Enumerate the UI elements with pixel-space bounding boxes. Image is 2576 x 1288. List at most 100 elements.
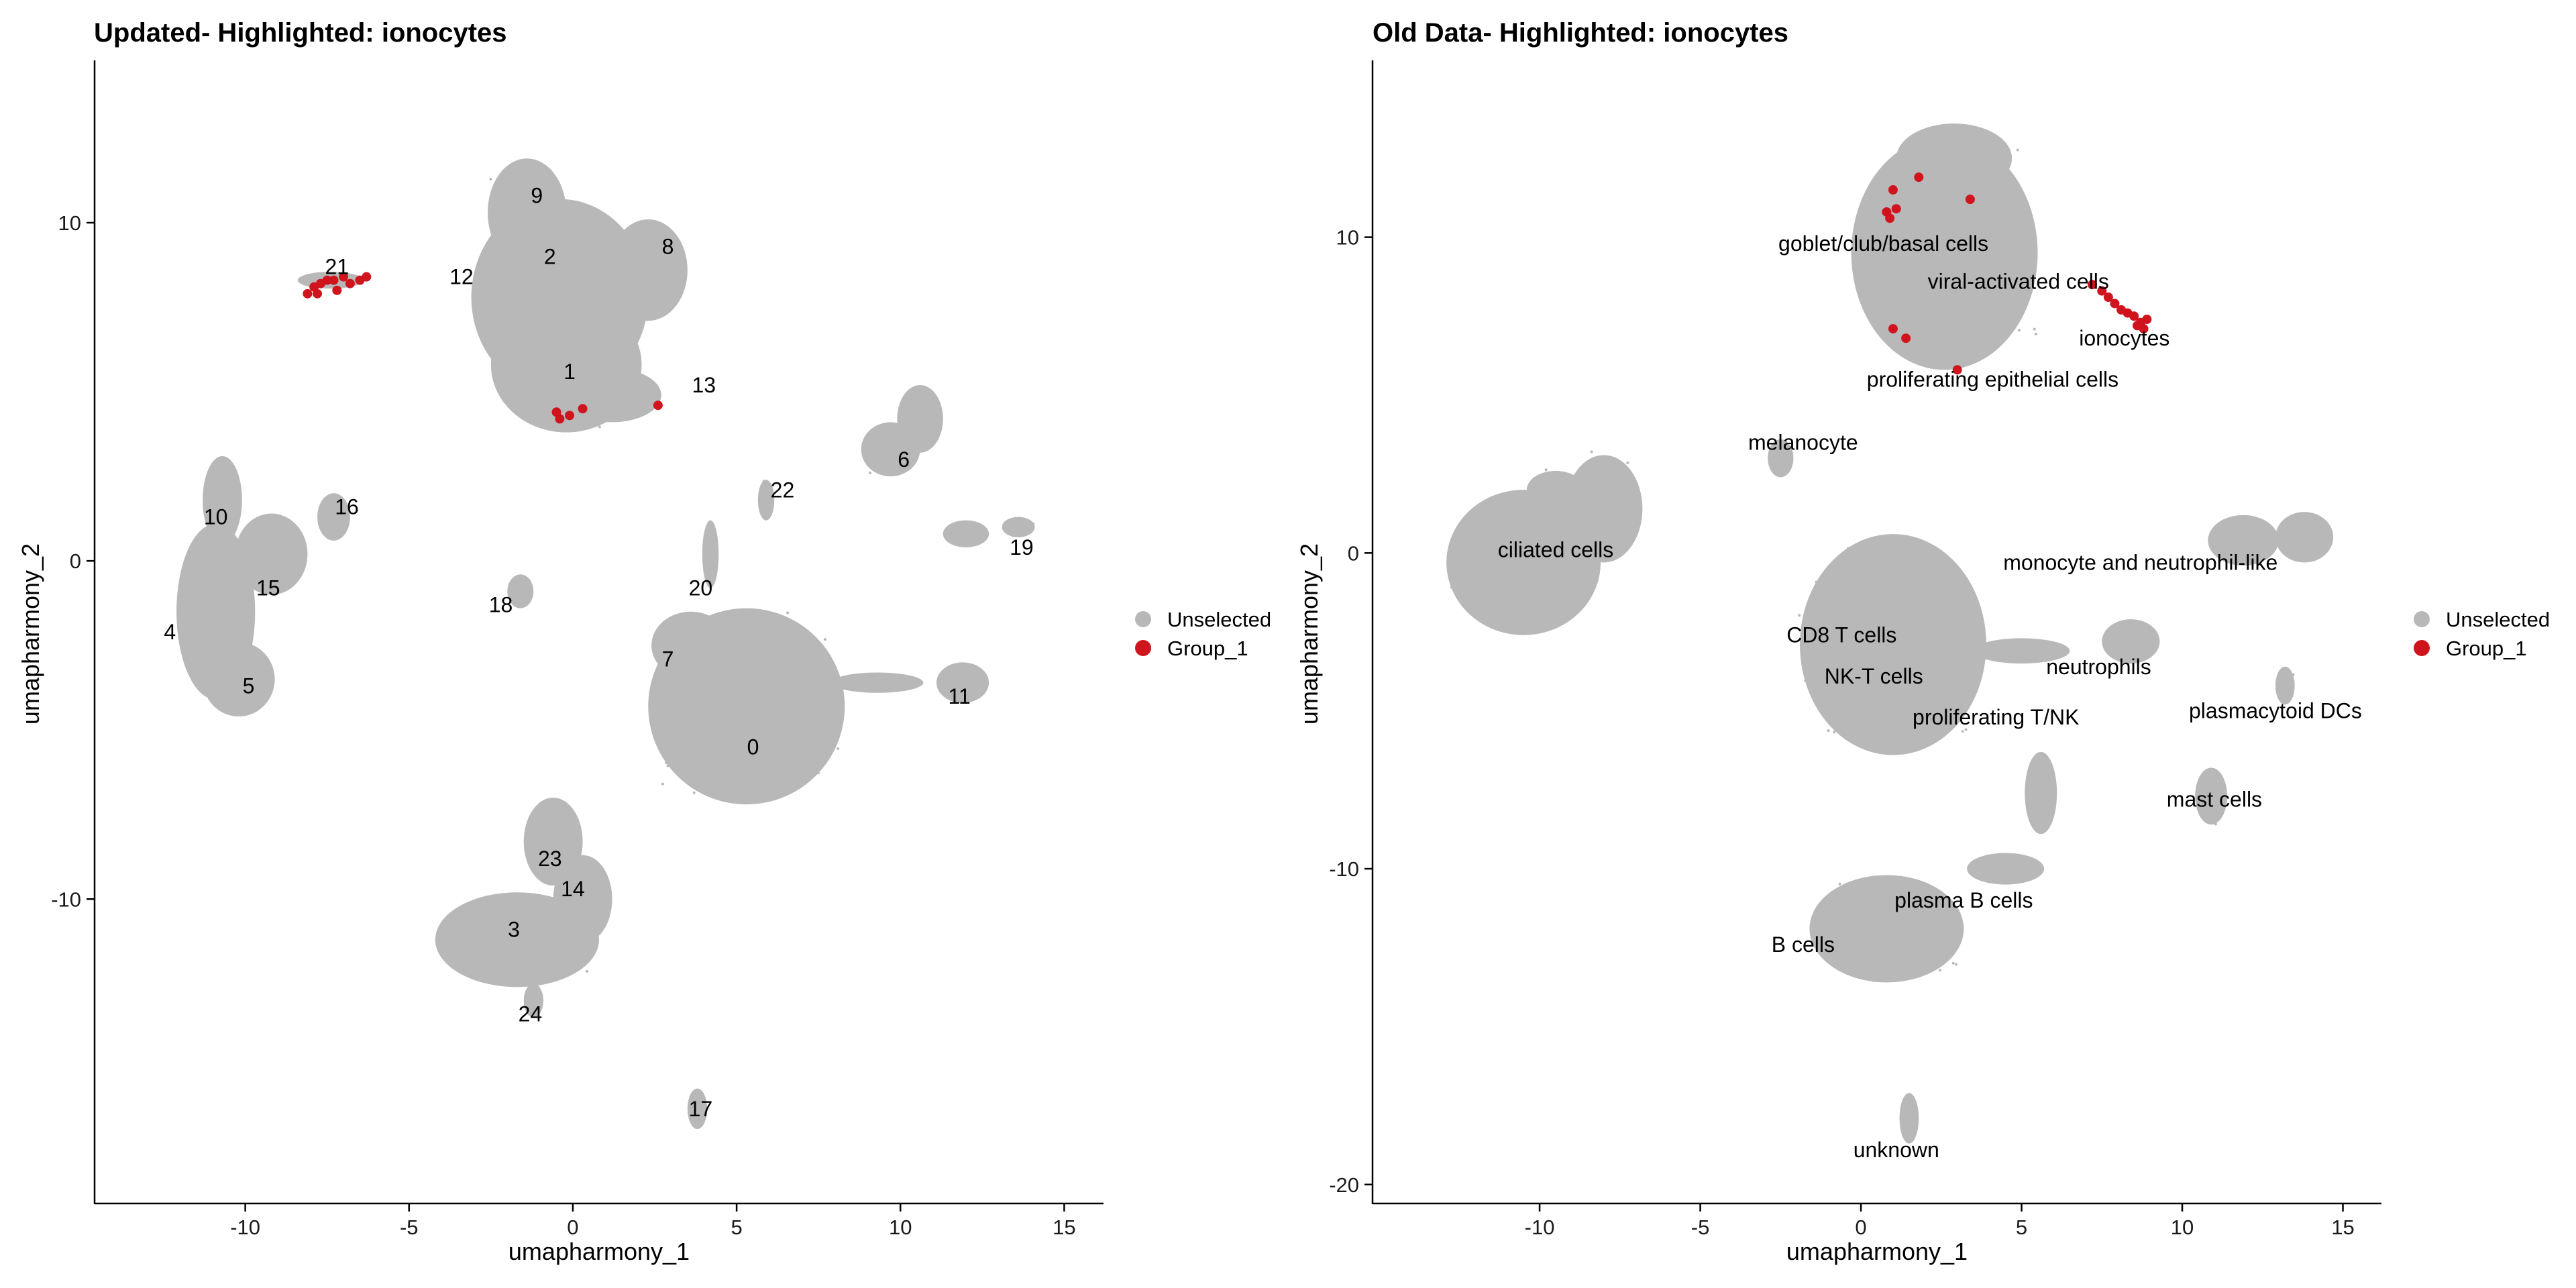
cell-point <box>1911 147 1915 150</box>
cell-point <box>544 333 547 337</box>
cell-point <box>185 625 189 629</box>
cell-point <box>2006 258 2009 262</box>
cell-point <box>480 973 483 977</box>
cell-point <box>272 553 275 557</box>
cell-point <box>729 718 733 721</box>
cell-point <box>1882 595 1886 598</box>
cell-point <box>545 346 548 350</box>
cell-point <box>2004 867 2007 871</box>
cell-point <box>502 199 505 203</box>
cell-point <box>193 602 197 605</box>
cell-point <box>717 712 720 715</box>
cell-point <box>1951 284 1955 288</box>
cell-point <box>1899 592 1902 595</box>
cell-point <box>765 651 769 654</box>
cell-point <box>1949 604 1953 607</box>
cell-point <box>545 264 549 267</box>
cell-point <box>2034 794 2037 797</box>
cell-point <box>1885 252 1888 255</box>
cell-point <box>1956 603 1960 606</box>
cell-point <box>739 693 743 696</box>
cell-point <box>1911 947 1914 951</box>
cell-point <box>751 666 755 669</box>
cell-point <box>1962 254 1965 258</box>
cell-point <box>1935 171 1939 174</box>
cell-point <box>732 697 735 700</box>
cell-point <box>808 666 811 669</box>
cell-point <box>1931 920 1934 923</box>
cell-point <box>525 915 528 918</box>
cell-point <box>522 955 525 958</box>
cell-point <box>608 312 611 315</box>
cell-point <box>1868 628 1872 631</box>
cell-point <box>1858 650 1862 653</box>
cell-point <box>539 278 542 282</box>
cell-point <box>1955 284 1959 288</box>
cell-point <box>223 485 227 488</box>
cell-point <box>1621 507 1624 511</box>
cell-point <box>2016 148 2019 152</box>
cell-point <box>541 194 544 197</box>
highlighted-cell <box>578 404 588 414</box>
cell-cloud <box>487 158 567 267</box>
cell-point <box>1594 480 1597 483</box>
cell-point <box>1548 565 1552 568</box>
cell-point <box>2238 533 2241 537</box>
cell-point <box>1885 608 1888 611</box>
cell-point <box>1994 227 1997 230</box>
cell-point <box>658 258 661 261</box>
cell-point <box>1915 234 1919 237</box>
cell-point <box>774 692 777 695</box>
cell-point <box>1515 578 1518 582</box>
cell-point <box>1511 571 1514 574</box>
cell-point <box>2279 679 2282 682</box>
cell-point <box>1603 521 1606 524</box>
cluster-label: NK-T cells <box>1825 664 1923 688</box>
cell-point <box>1483 539 1487 543</box>
cell-point <box>501 290 504 294</box>
cell-point <box>1859 959 1862 962</box>
cell-point <box>1867 206 1870 209</box>
cell-point <box>1928 297 1931 300</box>
cell-point <box>759 683 763 686</box>
cell-point <box>1893 281 1896 284</box>
cell-point <box>1589 506 1592 510</box>
cell-point <box>539 268 543 272</box>
cell-point <box>585 310 588 313</box>
cell-point <box>217 596 220 599</box>
cell-point <box>543 360 546 364</box>
cell-point <box>1959 162 1962 166</box>
cell-point <box>568 257 571 260</box>
cell-point <box>959 696 963 699</box>
cell-point <box>1904 736 1907 739</box>
cell-point <box>1997 250 2000 253</box>
cell-point <box>1512 598 1515 602</box>
cell-point <box>1604 509 1607 513</box>
cell-point <box>881 433 885 436</box>
cell-point <box>725 755 729 758</box>
cell-point <box>555 274 558 278</box>
cell-cloud <box>702 520 719 588</box>
cell-point <box>1941 225 1945 229</box>
cell-point <box>1566 543 1569 547</box>
cell-point <box>272 551 275 554</box>
cell-point <box>605 334 608 337</box>
cell-point <box>1929 564 1933 567</box>
cell-point <box>539 288 543 291</box>
cell-point <box>561 839 565 843</box>
cell-point <box>1948 566 1951 569</box>
cell-point <box>521 967 525 970</box>
cell-point <box>606 302 610 305</box>
cell-point <box>1971 327 1974 331</box>
cell-point <box>626 288 629 291</box>
cell-point <box>1506 550 1509 553</box>
cell-point <box>221 674 224 677</box>
cell-point <box>566 893 570 896</box>
cell-point <box>562 358 566 362</box>
cell-point <box>776 714 780 718</box>
cell-point <box>506 952 510 955</box>
cell-point <box>1878 595 1882 598</box>
cell-point <box>204 578 207 581</box>
cluster-label: B cells <box>1772 932 1835 957</box>
